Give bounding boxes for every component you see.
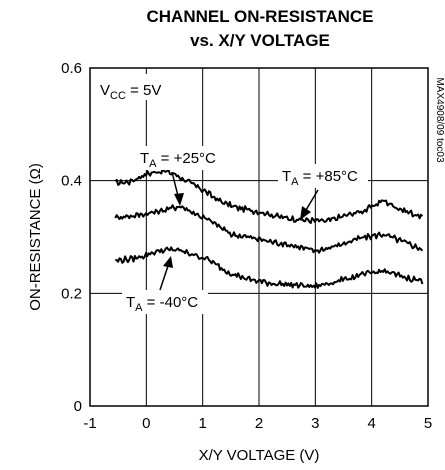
- t25-arrowhead: [174, 193, 184, 206]
- t85-arrowhead: [300, 206, 311, 220]
- tm40-arrowhead: [163, 256, 173, 268]
- x-tick-labels: -1 0 1 2 3 4 5: [83, 415, 432, 432]
- y-tick-label: 0.2: [61, 285, 82, 302]
- vcc-label-main: V: [100, 82, 110, 99]
- x-tick-label: 1: [198, 415, 206, 432]
- y-tick-label: 0.4: [61, 173, 82, 190]
- x-axis-label: X/Y VOLTAGE (V): [199, 447, 320, 464]
- t85-label-rest: = +85°C: [299, 168, 359, 185]
- series-group: [114, 166, 424, 289]
- side-code-text: MAX4908/09 toc03: [434, 77, 445, 162]
- y-tick-label: 0.6: [61, 60, 82, 77]
- chart-title-line2: vs. X/Y VOLTAGE: [190, 31, 330, 50]
- t85-label-main: T: [282, 168, 291, 185]
- t25-label-sub: A: [149, 158, 157, 170]
- x-tick-label: 2: [255, 415, 263, 432]
- t85-label-sub: A: [291, 176, 299, 188]
- t85-label-box: [278, 164, 368, 188]
- y-tick-label: 0: [74, 398, 82, 415]
- vcc-label-box: [96, 74, 172, 100]
- t25-label: TA = +25°C: [140, 150, 216, 170]
- t25-label-rest: = +25°C: [157, 150, 217, 167]
- t85-label: TA = +85°C: [282, 168, 358, 188]
- x-tick-label: -1: [83, 415, 96, 432]
- t25-arrow: [171, 171, 179, 197]
- series-line: [114, 166, 424, 225]
- vcc-label: VCC = 5V: [100, 82, 161, 102]
- vcc-label-sub: CC: [110, 90, 126, 102]
- vcc-label-rest: = 5V: [126, 82, 161, 99]
- t25-label-main: T: [140, 150, 149, 167]
- t85-arrow: [305, 189, 319, 211]
- tm40-label-main: T: [126, 294, 135, 311]
- t25-label-box: [136, 146, 224, 170]
- x-tick-label: 5: [424, 415, 432, 432]
- tm40-label-sub: A: [135, 302, 143, 314]
- y-axis-label: ON-RESISTANCE (Ω): [27, 163, 44, 311]
- x-tick-label: 3: [311, 415, 319, 432]
- tm40-label-box: [122, 290, 208, 314]
- x-tick-label: 0: [142, 415, 150, 432]
- tm40-label-rest: = -40°C: [143, 294, 199, 311]
- x-tick-label: 4: [367, 415, 375, 432]
- series-line: [115, 246, 424, 289]
- series-line: [114, 204, 424, 254]
- chart-title-line1: CHANNEL ON-RESISTANCE: [147, 7, 374, 26]
- y-tick-labels: 0 0.2 0.4 0.6: [61, 60, 82, 415]
- tm40-arrow: [159, 265, 169, 291]
- tm40-label: TA = -40°C: [126, 294, 198, 314]
